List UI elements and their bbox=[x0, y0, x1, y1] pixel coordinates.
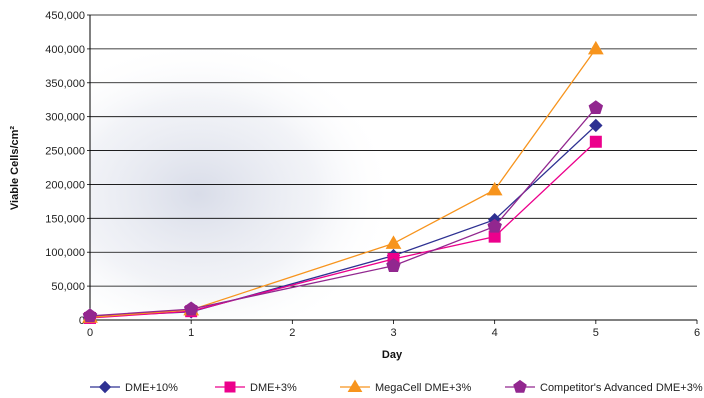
legend-marker bbox=[347, 379, 363, 392]
series-group bbox=[82, 40, 604, 324]
legend-marker bbox=[224, 381, 236, 393]
x-tick-label: 1 bbox=[188, 327, 194, 339]
y-tick-label: 400,000 bbox=[45, 44, 85, 56]
x-tick-label: 5 bbox=[593, 327, 599, 339]
legend-item: MegaCell DME+3% bbox=[340, 379, 472, 394]
y-tick-label: 350,000 bbox=[45, 78, 85, 90]
grid-lines bbox=[90, 14, 697, 287]
data-point bbox=[589, 135, 602, 148]
data-point bbox=[486, 181, 503, 196]
legend-label: MegaCell DME+3% bbox=[375, 382, 472, 394]
legend-item: DME+3% bbox=[215, 381, 297, 394]
y-tick-label: 0 bbox=[79, 315, 85, 327]
x-tick-label: 6 bbox=[694, 327, 700, 339]
series-4 bbox=[82, 100, 604, 323]
legend-marker bbox=[513, 379, 527, 393]
y-tick-label: 250,000 bbox=[45, 146, 85, 158]
y-tick-label: 300,000 bbox=[45, 112, 85, 124]
legend-item: Competitor's Advanced DME+3% bbox=[505, 379, 703, 394]
y-tick-label: 50,000 bbox=[51, 281, 85, 293]
x-tick-label: 4 bbox=[492, 327, 498, 339]
y-tick-label: 200,000 bbox=[45, 179, 85, 191]
data-point bbox=[588, 100, 604, 115]
y-tick-label: 150,000 bbox=[45, 213, 85, 225]
data-point bbox=[589, 118, 603, 133]
x-tick-label: 0 bbox=[87, 327, 93, 339]
legend-label: DME+3% bbox=[250, 382, 297, 394]
data-point bbox=[487, 218, 502, 233]
y-tick-label: 450,000 bbox=[45, 10, 85, 22]
data-point bbox=[385, 235, 402, 249]
y-axis-title: Viable Cells/cm² bbox=[9, 126, 21, 211]
axes: 0 50,000 100,000 150,000 200,000 250,000 300,0… bbox=[45, 10, 700, 339]
data-point bbox=[488, 230, 501, 243]
legend-label: DME+10% bbox=[125, 382, 178, 394]
legend-label: Competitor's Advanced DME+3% bbox=[540, 382, 703, 394]
data-point bbox=[587, 40, 604, 55]
x-axis-title: Day bbox=[382, 349, 403, 361]
legend-item: DME+10% bbox=[90, 380, 178, 394]
legend-marker bbox=[98, 380, 112, 394]
legend: DME+10% DME+3% MegaCell DME+3% Competitor's… bbox=[90, 379, 703, 394]
x-tick-label: 2 bbox=[289, 327, 295, 339]
y-tick-label: 100,000 bbox=[45, 247, 85, 259]
x-tick-label: 3 bbox=[390, 327, 396, 339]
data-point bbox=[183, 301, 199, 316]
data-point bbox=[82, 308, 98, 323]
data-point bbox=[386, 258, 401, 272]
plot-background-texture bbox=[90, 40, 450, 320]
